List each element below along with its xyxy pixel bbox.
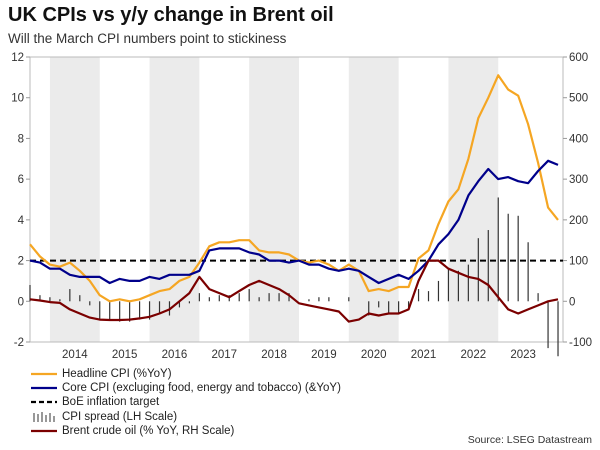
x-axis-tick-label: 2018 [261, 349, 287, 361]
legend-swatch-headline [30, 368, 58, 380]
right-axis-tick-label: 200 [569, 215, 588, 227]
x-axis-tick-label: 2017 [211, 349, 237, 361]
legend-label-headline: Headline CPI (%YoY) [62, 368, 172, 380]
legend-item-core: Core CPI (excluging food, energy and tob… [30, 381, 341, 395]
year-shade-band [249, 57, 299, 342]
legend-swatch-core [30, 382, 58, 394]
left-axis-tick-label: -2 [14, 337, 24, 349]
x-axis-tick-label: 2020 [361, 349, 387, 361]
chart-title: UK CPIs vs y/y change in Brent oil [8, 4, 334, 26]
x-axis-tick-label: 2019 [311, 349, 337, 361]
right-axis-tick-label: 500 [569, 93, 588, 105]
legend-swatch-spread [30, 411, 58, 423]
year-shade-band [49, 57, 100, 342]
right-axis-tick-label: 100 [569, 256, 588, 268]
year-shade-band [149, 57, 200, 342]
right-axis-tick-label: 0 [569, 296, 575, 308]
x-axis-tick-label: 2023 [510, 349, 536, 361]
source-note: Source: LSEG Datastream [467, 434, 592, 446]
plot-frame [29, 56, 564, 343]
right-axis-tick-label: -100 [569, 337, 592, 349]
left-axis-tick-label: 12 [11, 52, 24, 64]
legend-item-brent: Brent crude oil (% YoY, RH Scale) [30, 424, 341, 438]
legend-label-boe: BoE inflation target [62, 396, 160, 409]
left-axis-tick-label: 2 [18, 256, 24, 268]
x-axis-tick-label: 2015 [112, 349, 138, 361]
chart-subtitle: Will the March CPI numbers point to stic… [8, 31, 287, 46]
right-axis-tick-label: 300 [569, 174, 588, 186]
right-axis-tick-label: 600 [569, 52, 588, 64]
left-axis-tick-label: 4 [18, 215, 25, 227]
legend-swatch-boe [30, 396, 58, 408]
legend-item-spread: CPI spread (LH Scale) [30, 410, 341, 424]
year-shade-band [448, 57, 499, 342]
year-shade-band [348, 57, 399, 342]
left-axis-tick-label: 8 [18, 133, 24, 145]
legend-item-boe: BoE inflation target [30, 395, 341, 409]
x-axis-tick-label: 2016 [162, 349, 188, 361]
x-axis-tick-label: 2014 [62, 349, 88, 361]
left-axis-tick-label: 10 [11, 93, 24, 105]
headline-cpi-line [29, 74, 559, 303]
legend-label-core: Core CPI (excluging food, energy and tob… [62, 382, 341, 395]
core-cpi-line [29, 159, 559, 285]
legend-swatch-brent [30, 425, 58, 437]
x-axis-tick-label: 2022 [461, 349, 487, 361]
right-axis-tick-label: 400 [569, 133, 588, 145]
legend-label-spread: CPI spread (LH Scale) [62, 410, 178, 423]
left-axis-tick-label: 0 [18, 296, 24, 308]
legend-item-headline: Headline CPI (%YoY) [30, 367, 341, 381]
brent-oil-line [29, 259, 559, 323]
chart-legend: Headline CPI (%YoY) Core CPI (excluging … [30, 367, 341, 438]
legend-label-brent: Brent crude oil (% YoY, RH Scale) [62, 424, 235, 437]
x-axis-tick-label: 2021 [411, 349, 437, 361]
left-axis-tick-label: 6 [18, 174, 24, 186]
